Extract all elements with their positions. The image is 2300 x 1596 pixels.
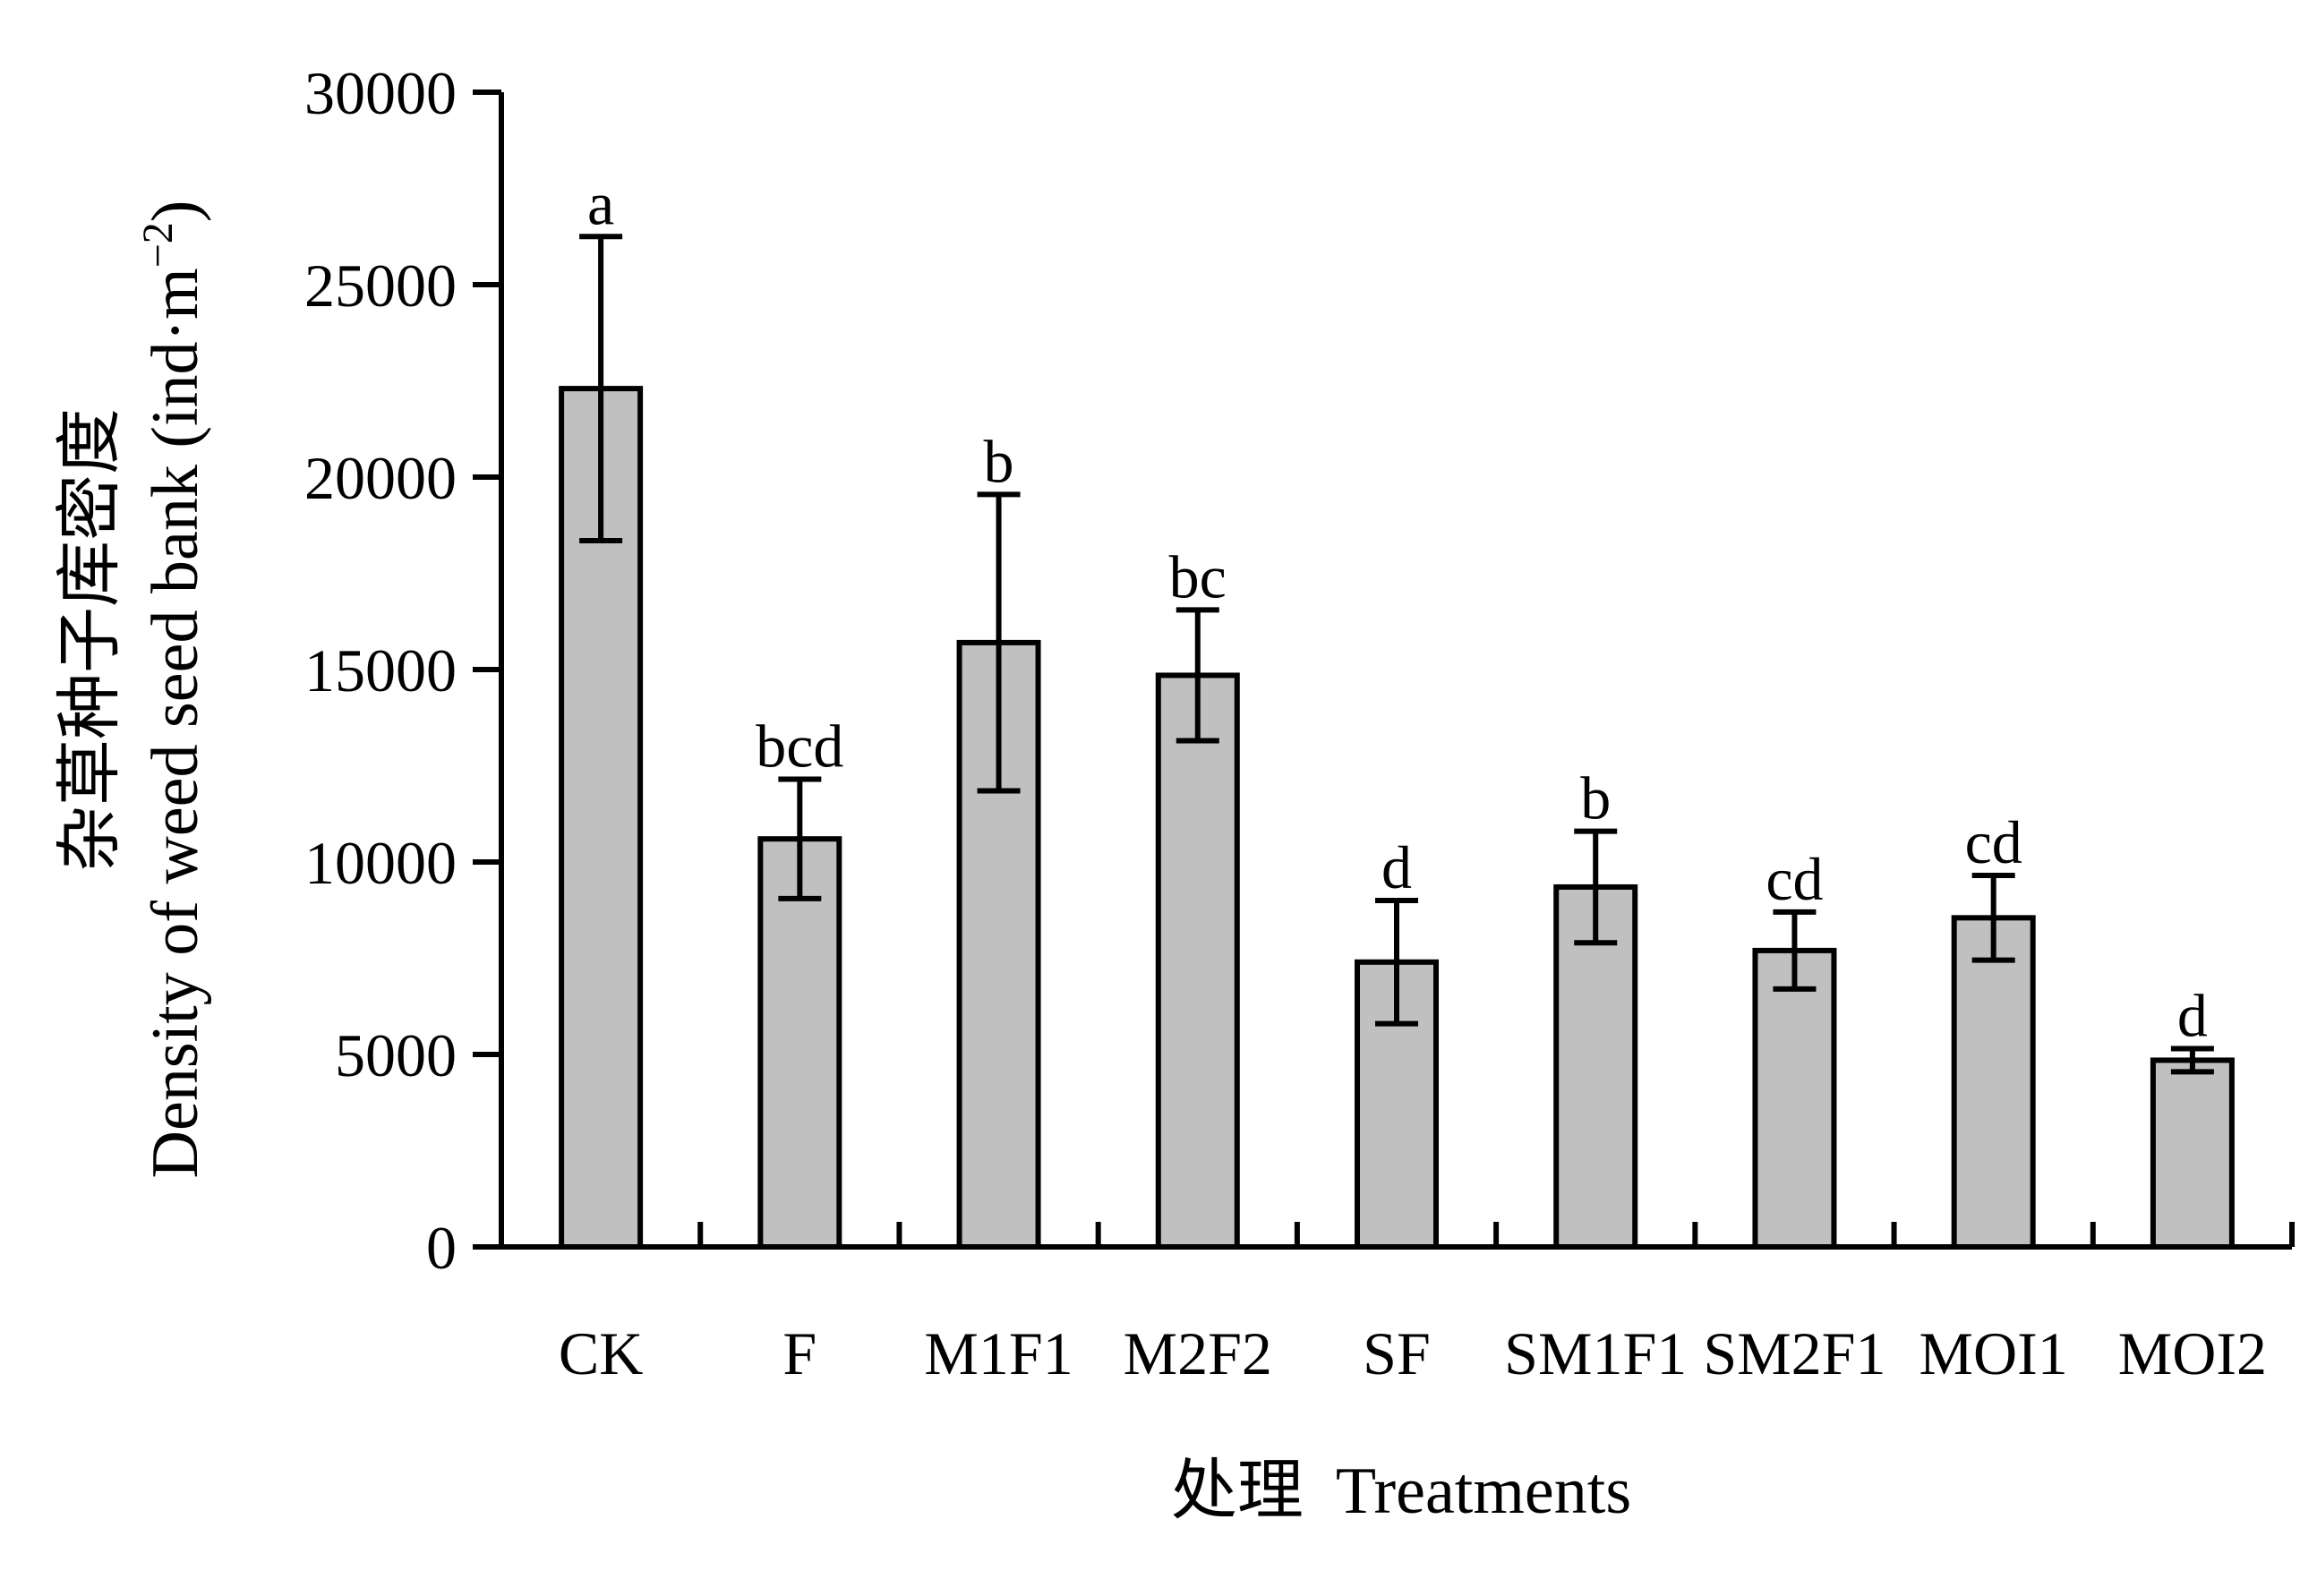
error-bar-sm1f1 [1574,828,1618,946]
error-bar-moi2 [2170,1046,2214,1075]
y-axis: 0 5000 10000 15000 20000 25000 30000 [304,59,504,1282]
y-tick-label: 0 [426,1214,457,1282]
x-tick-label-sf: SF [1363,1319,1431,1387]
error-bar-m1f1 [977,491,1021,794]
bar-moi1 [1951,915,2036,1250]
error-bar-sm2f1 [1773,909,1817,992]
significance-label-f: bcd [756,713,843,781]
x-tick-label-moi2: MOI2 [2118,1319,2267,1387]
error-bar-sf [1375,898,1418,1027]
significance-label-sf: d [1381,833,1412,901]
y-tick-label: 5000 [335,1021,457,1089]
y-axis-title-cn: 杂草种子库密度 [54,408,127,872]
y-tick-label: 30000 [304,59,457,127]
y-tick-label: 20000 [304,444,457,512]
bar-sm2f1 [1752,947,1837,1250]
significance-label-m1f1: b [984,427,1014,495]
significance-label-ck: a [587,169,614,237]
y-tick-label: 15000 [304,636,457,704]
x-tick-label-m2f2: M2F2 [1124,1319,1272,1387]
x-tick-label-f: F [782,1319,817,1387]
significance-label-moi1: cd [1965,808,2022,876]
bar-moi2 [2150,1057,2235,1250]
error-bar-ck [579,234,623,543]
x-axis-title-en: Treatments [1336,1455,1631,1528]
x-tick-label-m1f1: M1F1 [924,1319,1073,1387]
error-bar-f [778,776,822,901]
y-axis-unit-exponent: −2 [134,222,182,268]
x-tick-label-moi1: MOI1 [1920,1319,2068,1387]
bar-m2f2 [1155,672,1240,1250]
y-axis-title-en: Density of weed seed bank (ind·m−2) [134,201,212,1179]
significance-label-moi2: d [2177,982,2208,1050]
x-tick-label-sm1f1: SM1F1 [1504,1319,1687,1387]
x-axis: CK F M1F1 M2F2 SF SM1F1 SM2F1 MOI1 MOI2 [499,1222,2295,1387]
error-bar-moi1 [1971,873,2015,963]
x-tick-label-sm2f1: SM2F1 [1703,1319,1885,1387]
significance-label-sm1f1: b [1580,764,1611,832]
x-axis-title: 处理 Treatments [1171,1455,1631,1528]
y-tick-label: 10000 [304,829,457,897]
error-bar-m2f2 [1176,607,1219,744]
significance-label-m2f2: bc [1169,542,1227,610]
x-tick-label-ck: CK [559,1319,643,1387]
y-tick-label: 25000 [304,252,457,320]
significance-label-sm2f1: cd [1766,845,1823,913]
x-axis-title-cn: 处理 [1171,1455,1304,1528]
